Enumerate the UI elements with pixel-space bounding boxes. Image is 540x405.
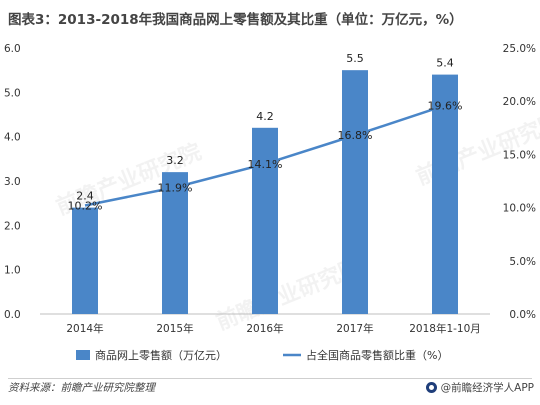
y-right-tick-label: 25.0% xyxy=(503,43,536,55)
line-value-label: 10.2% xyxy=(68,199,103,212)
footer-divider xyxy=(8,378,532,379)
legend-label-bar: 商品网上零售额（万亿元） xyxy=(95,348,227,362)
brand-logo-icon xyxy=(425,382,437,393)
bar xyxy=(162,172,188,314)
y-left-tick-label: 3.0 xyxy=(4,176,21,188)
x-tick-label: 2015年 xyxy=(156,322,193,335)
y-right-tick-label: 15.0% xyxy=(503,149,536,161)
y-left-tick-label: 6.0 xyxy=(4,43,21,55)
bar xyxy=(342,70,368,315)
y-left-tick-label: 1.0 xyxy=(4,265,21,277)
bar-value-label: 2.4 xyxy=(76,190,94,203)
y-left-tick-label: 4.0 xyxy=(4,132,21,144)
x-tick-label: 2017年 xyxy=(336,322,373,335)
bar xyxy=(252,127,278,314)
y-right-tick-label: 20.0% xyxy=(503,96,536,108)
series-line xyxy=(84,104,446,207)
bar-value-label: 3.2 xyxy=(166,154,184,167)
line-value-label: 19.6% xyxy=(428,99,463,112)
bar-value-label: 4.2 xyxy=(256,110,274,123)
x-tick-label: 2018年1-10月 xyxy=(409,322,481,335)
line-value-label: 14.1% xyxy=(248,158,283,171)
line-value-label: 16.8% xyxy=(338,129,373,142)
x-tick-label: 2016年 xyxy=(246,322,283,335)
bar-value-label: 5.4 xyxy=(436,57,454,70)
legend-swatch-bar xyxy=(76,350,90,360)
legend-label-line: 占全国商品零售额比重（%） xyxy=(306,348,448,362)
brand-mark: @前瞻经济学人APP xyxy=(425,380,534,395)
brand-label: @前瞻经济学人APP xyxy=(440,382,534,394)
bar xyxy=(432,74,458,314)
bar-value-label: 5.5 xyxy=(346,52,364,65)
y-right-tick-label: 5.0% xyxy=(509,256,536,268)
chart-title: 图表3：2013-2018年我国商品网上零售额及其比重（单位：万亿元，%） xyxy=(8,12,463,28)
y-left-tick-label: 0.0 xyxy=(4,309,21,321)
bar xyxy=(72,207,98,314)
y-left-tick-label: 2.0 xyxy=(4,220,21,232)
y-right-tick-label: 0.0% xyxy=(509,309,536,321)
y-left-tick-label: 5.0 xyxy=(4,87,21,99)
x-tick-label: 2014年 xyxy=(66,322,103,335)
y-right-tick-label: 10.0% xyxy=(503,203,536,215)
line-value-label: 11.9% xyxy=(158,181,193,194)
source-note: 资料来源：前瞻产业研究院整理 xyxy=(8,382,155,394)
